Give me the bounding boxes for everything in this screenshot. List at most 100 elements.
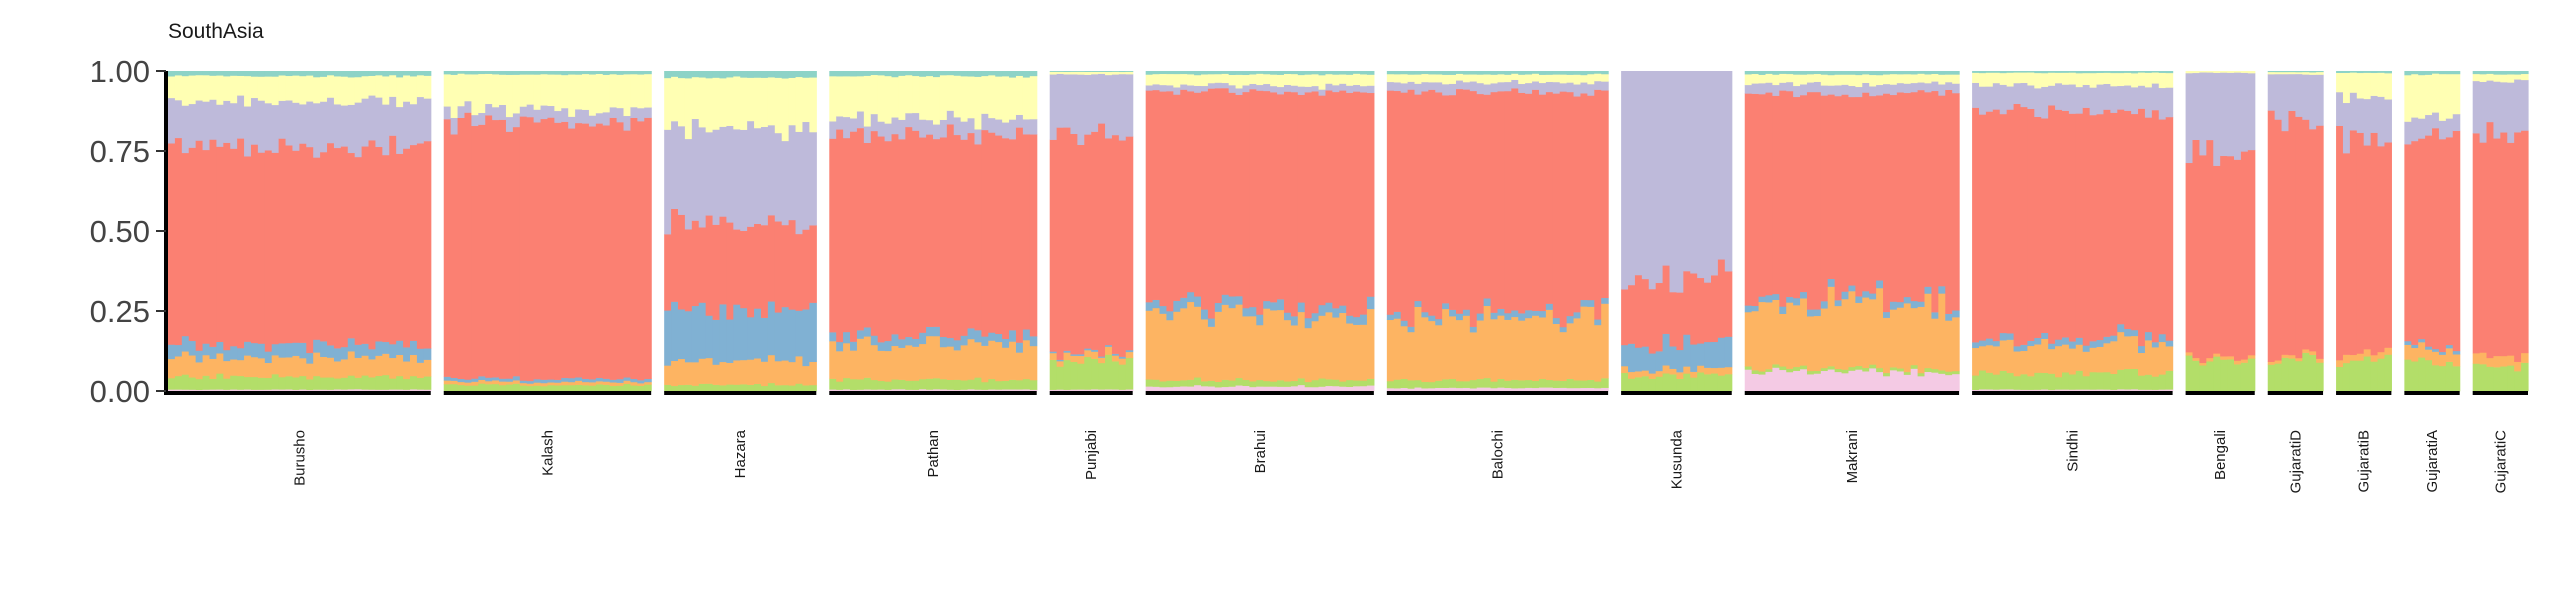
bar-segment bbox=[1015, 127, 1024, 343]
bar-segment bbox=[1504, 319, 1512, 381]
bar-segment bbox=[1931, 368, 1939, 373]
bar-segment bbox=[2349, 71, 2358, 73]
bar-segment bbox=[1159, 91, 1168, 307]
bar-segment bbox=[168, 358, 176, 379]
bar-segment bbox=[630, 381, 638, 386]
bar-segment bbox=[1098, 356, 1106, 358]
bar-segment bbox=[2013, 71, 2022, 73]
bar-segment bbox=[891, 379, 900, 390]
bar-segment bbox=[561, 107, 569, 122]
bar-segment bbox=[313, 103, 321, 158]
bar-segment bbox=[1765, 73, 1773, 83]
bar-segment bbox=[2041, 118, 2049, 334]
bar-segment bbox=[1889, 301, 1898, 310]
bar-segment bbox=[519, 71, 528, 75]
bar-segment bbox=[2185, 355, 2194, 392]
bar-segment bbox=[1704, 71, 1712, 283]
bar-segment bbox=[898, 75, 906, 120]
bar-segment bbox=[354, 389, 363, 392]
bar-segment bbox=[1386, 71, 1395, 75]
bar-segment bbox=[1152, 386, 1161, 392]
bar-segment bbox=[781, 224, 790, 308]
bar-segment bbox=[1545, 387, 1554, 392]
bar-segment bbox=[1938, 286, 1946, 294]
bar-segment bbox=[333, 71, 342, 77]
bar-segment bbox=[1407, 71, 1416, 75]
bar-segment bbox=[2411, 140, 2419, 345]
bar-segment bbox=[595, 112, 604, 124]
bar-segment bbox=[2302, 71, 2310, 73]
bar-segment bbox=[664, 310, 672, 366]
bar-segment bbox=[1552, 317, 1561, 324]
bar-segment bbox=[1931, 81, 1939, 92]
bar-segment bbox=[1386, 319, 1395, 382]
bar-segment bbox=[891, 334, 900, 347]
bar-segment bbox=[1180, 71, 1188, 75]
bar-segment bbox=[774, 132, 783, 222]
bar-segment bbox=[1098, 357, 1106, 364]
bar-segment bbox=[1077, 71, 1085, 72]
bar-segment bbox=[195, 140, 204, 351]
bar-segment bbox=[2247, 71, 2256, 74]
bar-segment bbox=[2384, 99, 2392, 143]
bar-segment bbox=[188, 355, 197, 378]
bar-segment bbox=[698, 77, 707, 128]
bar-segment bbox=[1180, 308, 1188, 381]
bar-segment bbox=[664, 71, 672, 79]
bar-segment bbox=[1166, 71, 1174, 75]
bar-segment bbox=[285, 357, 294, 377]
bar-segment bbox=[2075, 344, 2084, 371]
bar-segment bbox=[450, 383, 459, 392]
bar-segment bbox=[2349, 360, 2358, 392]
bar-segment bbox=[1717, 375, 1726, 392]
population-label: Balochi bbox=[1490, 430, 1507, 479]
y-tick-label: 0.25 bbox=[90, 294, 150, 329]
bar-segment bbox=[2377, 71, 2386, 73]
bar-segment bbox=[595, 123, 604, 379]
bar-segment bbox=[2185, 352, 2194, 356]
bar-segment bbox=[1876, 367, 1884, 373]
bar-segment bbox=[1201, 71, 1209, 75]
bar-segment bbox=[1152, 379, 1161, 387]
bar-segment bbox=[2096, 389, 2105, 392]
y-tick-label: 0.50 bbox=[90, 214, 150, 249]
bar-segment bbox=[2411, 71, 2419, 75]
bar-segment bbox=[1421, 311, 1429, 318]
bar-segment bbox=[1063, 74, 1072, 128]
bar-segment bbox=[2521, 79, 2529, 131]
bar-segment bbox=[292, 342, 300, 356]
bar-segment bbox=[1511, 388, 1519, 392]
bar-segment bbox=[1015, 352, 1024, 381]
bar-segment bbox=[602, 381, 611, 385]
bar-segment bbox=[2041, 338, 2049, 373]
bar-segment bbox=[1525, 82, 1533, 94]
bar-segment bbox=[884, 381, 893, 390]
bar-segment bbox=[1655, 71, 1664, 284]
bar-segment bbox=[678, 358, 686, 386]
bar-segment bbox=[946, 74, 955, 111]
bar-segment bbox=[1435, 324, 1443, 381]
bar-segment bbox=[396, 77, 404, 108]
bar-segment bbox=[1360, 74, 1368, 87]
bar-segment bbox=[2240, 151, 2249, 360]
bar-segment bbox=[1049, 139, 1058, 352]
bar-segment bbox=[2117, 389, 2125, 392]
bar-segment bbox=[2274, 360, 2283, 364]
bar-segment bbox=[1511, 73, 1519, 80]
bar-segment bbox=[2281, 71, 2290, 75]
bar-segment bbox=[726, 384, 734, 392]
bar-segment bbox=[1690, 273, 1698, 345]
bar-segment bbox=[1648, 71, 1657, 290]
bar-segment bbox=[2384, 354, 2392, 392]
bar-segment bbox=[2309, 354, 2317, 392]
bar-segment bbox=[347, 338, 356, 352]
bar-segment bbox=[1690, 377, 1698, 392]
bar-segment bbox=[2432, 351, 2440, 366]
bar-segment bbox=[1744, 93, 1753, 306]
bar-segment bbox=[1469, 90, 1478, 327]
bar-segment bbox=[2068, 389, 2077, 392]
bar-segment bbox=[637, 380, 645, 384]
bar-segment bbox=[802, 77, 810, 123]
bar-segment bbox=[1985, 111, 1994, 339]
bar-segment bbox=[1690, 71, 1698, 274]
